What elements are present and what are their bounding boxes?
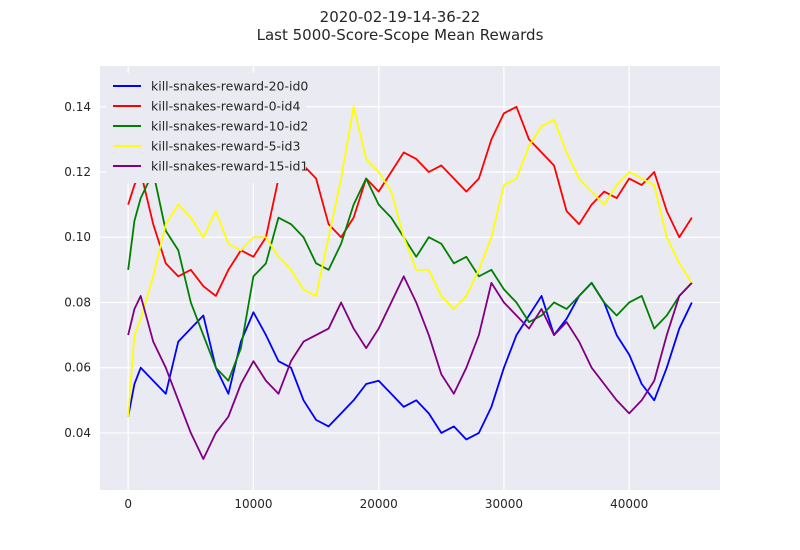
series-line-1 xyxy=(127,105,693,297)
x-tick-label: 10000 xyxy=(234,497,272,511)
chart-title-line-1: 2020-02-19-14-36-22 xyxy=(320,8,481,26)
x-tick-label: 20000 xyxy=(360,497,398,511)
y-axis: 0.04 0.06 0.08 0.10 0.12 0.14 xyxy=(64,100,91,440)
legend-box xyxy=(106,73,306,183)
chart-title-line-2: Last 5000-Score-Scope Mean Rewards xyxy=(257,26,544,44)
y-tick-label: 0.14 xyxy=(64,100,91,114)
legend-label-3: kill-snakes-reward-5-id3 xyxy=(151,139,300,154)
x-tick-label: 40000 xyxy=(610,497,648,511)
legend: kill-snakes-reward-20-id0 kill-snakes-rew… xyxy=(106,73,308,183)
y-tick-label: 0.08 xyxy=(64,295,91,309)
legend-label-0: kill-snakes-reward-20-id0 xyxy=(151,79,308,94)
legend-label-1: kill-snakes-reward-0-id4 xyxy=(151,99,300,114)
y-tick-label: 0.06 xyxy=(64,361,91,375)
series-line-3 xyxy=(127,105,693,417)
legend-label-4: kill-snakes-reward-15-id1 xyxy=(151,159,308,174)
x-tick-label: 0 xyxy=(124,497,132,511)
series-line-4 xyxy=(127,275,693,460)
x-tick-label: 30000 xyxy=(485,497,523,511)
x-axis: 0 10000 20000 30000 40000 xyxy=(124,497,648,511)
y-tick-label: 0.10 xyxy=(64,230,91,244)
series-layer xyxy=(127,105,693,460)
y-tick-label: 0.04 xyxy=(64,426,91,440)
legend-label-2: kill-snakes-reward-10-id2 xyxy=(151,119,308,134)
y-tick-label: 0.12 xyxy=(64,165,91,179)
